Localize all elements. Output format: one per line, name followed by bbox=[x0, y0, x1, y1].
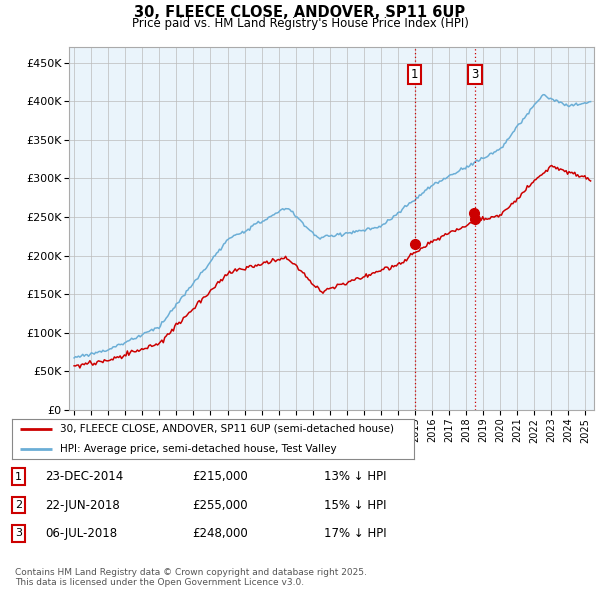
Text: 1: 1 bbox=[411, 68, 418, 81]
Text: 1: 1 bbox=[15, 472, 22, 481]
Text: 30, FLEECE CLOSE, ANDOVER, SP11 6UP: 30, FLEECE CLOSE, ANDOVER, SP11 6UP bbox=[134, 5, 466, 19]
Text: 06-JUL-2018: 06-JUL-2018 bbox=[45, 527, 117, 540]
Text: £248,000: £248,000 bbox=[192, 527, 248, 540]
Text: £255,000: £255,000 bbox=[192, 499, 248, 512]
Text: HPI: Average price, semi-detached house, Test Valley: HPI: Average price, semi-detached house,… bbox=[60, 444, 337, 454]
Text: 3: 3 bbox=[472, 68, 479, 81]
Text: 30, FLEECE CLOSE, ANDOVER, SP11 6UP (semi-detached house): 30, FLEECE CLOSE, ANDOVER, SP11 6UP (sem… bbox=[60, 424, 394, 434]
Text: 2: 2 bbox=[15, 500, 22, 510]
Text: 13% ↓ HPI: 13% ↓ HPI bbox=[324, 470, 386, 483]
Text: 3: 3 bbox=[15, 529, 22, 538]
Text: 22-JUN-2018: 22-JUN-2018 bbox=[45, 499, 120, 512]
Text: 17% ↓ HPI: 17% ↓ HPI bbox=[324, 527, 386, 540]
Text: 15% ↓ HPI: 15% ↓ HPI bbox=[324, 499, 386, 512]
Text: £215,000: £215,000 bbox=[192, 470, 248, 483]
Text: Price paid vs. HM Land Registry's House Price Index (HPI): Price paid vs. HM Land Registry's House … bbox=[131, 17, 469, 30]
Text: Contains HM Land Registry data © Crown copyright and database right 2025.
This d: Contains HM Land Registry data © Crown c… bbox=[15, 568, 367, 587]
Text: 23-DEC-2014: 23-DEC-2014 bbox=[45, 470, 123, 483]
